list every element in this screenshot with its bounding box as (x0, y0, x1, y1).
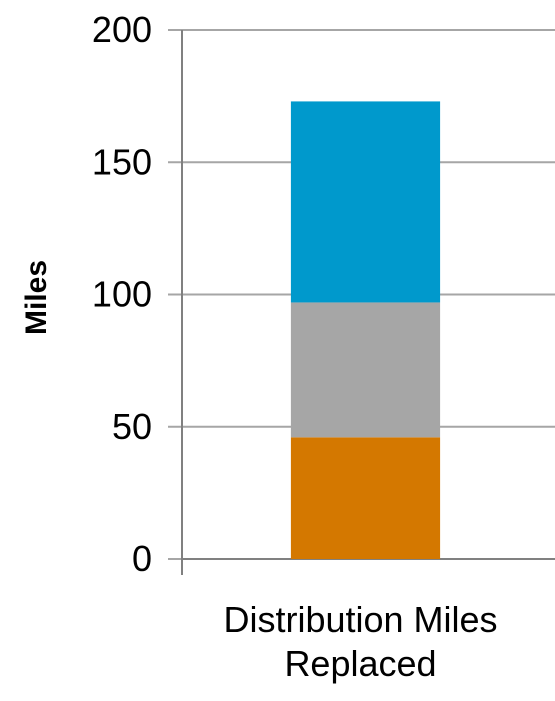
y-tick-label: 100 (92, 274, 152, 315)
bar-segment-2 (290, 302, 441, 438)
y-tick-label: 0 (132, 538, 152, 579)
x-category-label: Distribution Miles Replaced (223, 599, 497, 684)
x-axis-category-labels: Distribution Miles Replaced (223, 599, 497, 684)
y-tick-label: 150 (92, 141, 152, 182)
bar-segments (290, 101, 441, 559)
y-tick-label: 200 (92, 9, 152, 50)
bar-segment-1 (290, 437, 441, 559)
y-tick-label: 50 (112, 406, 152, 447)
bar-segment-3 (290, 101, 441, 303)
y-axis-title: Miles (20, 260, 53, 335)
y-axis-tick-labels: 0 50 100 150 200 (92, 9, 152, 579)
